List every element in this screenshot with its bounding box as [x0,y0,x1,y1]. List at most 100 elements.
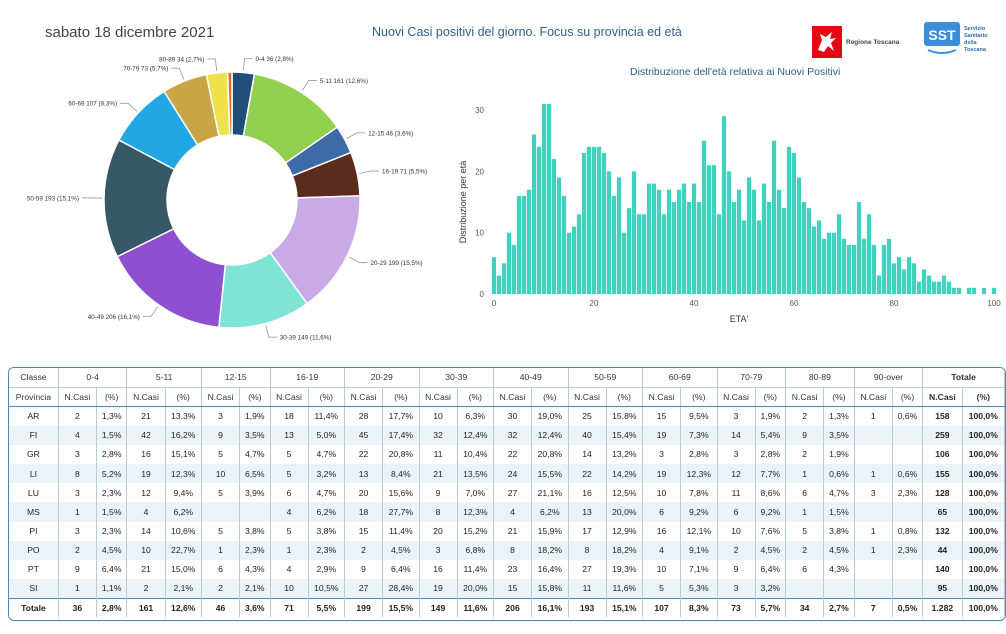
pct-cell: 14,2% [606,463,644,484]
x-tick-label: 0 [492,299,497,308]
table-row: GR 3 2,8% 16 15,1% 5 4,7% 5 4,7% 22 20,8% 11 10,4% 22… [9,444,1005,464]
ncasi-cell: 3 [717,406,756,426]
histogram-bar [656,189,662,294]
pct-cell: 8,4% [382,463,420,484]
total-ncasi-cell: 44 [922,540,963,560]
pct-cell: 6,2% [308,502,346,522]
ncasi-cell: 15 [493,579,533,599]
pct-cell [892,444,924,464]
donut-label-line [359,170,380,174]
ncasi-cell: 2 [785,540,825,560]
pct-cell [892,559,924,580]
histogram-bar [836,214,842,294]
histogram-bar [556,177,562,294]
ncasi-cell: 6 [201,559,241,580]
pct-cell: 6,5% [239,463,271,484]
histogram-bar [846,244,852,294]
ncasi-cell: 107 [642,597,682,618]
pct-cell: 3,8% [308,521,346,541]
province-cell: SI [9,579,59,599]
pct-cell: 6,4% [96,559,128,580]
histogram-bar [806,208,812,294]
histogram-bar [831,232,837,294]
pct-cell [239,502,271,522]
ncasi-cell: 7 [854,597,893,618]
province-cell: LI [9,463,59,484]
pct-header: (%) [239,387,271,407]
ncasi-cell: 3 [717,579,756,599]
ncasi-cell: 5 [270,521,309,541]
pct-cell: 7,1% [680,559,718,580]
histogram-bar [526,189,532,294]
age-class-header: 5-11 [126,368,202,388]
pct-cell: 3,2% [755,579,787,599]
histogram-bar [596,146,602,294]
total-ncasi-cell: 140 [922,559,963,580]
regione-toscana-label: Regione Toscana [846,38,900,46]
pct-cell: 3,6% [239,597,271,618]
histogram-bar [841,238,847,294]
total-ncasi-cell: 155 [922,463,963,484]
pct-cell: 6,2% [531,502,569,522]
pct-cell: 17,4% [382,425,420,445]
total-pct-cell: 100,0% [962,406,1005,426]
total-ncasi-cell: 95 [922,579,963,599]
x-tick-label: 60 [790,299,799,308]
pct-cell: 5,3% [680,579,718,599]
pct-cell: 15,5% [382,597,420,618]
pct-cell: 19,3% [606,559,644,580]
ncasi-cell: 161 [126,597,166,618]
ncasi-cell: 18 [344,502,384,522]
ncasi-cell: 1 [58,579,97,599]
ncasi-header: N.Casi [642,387,682,407]
ncasi-cell: 3 [201,406,241,426]
pct-cell: 11,6% [457,597,495,618]
pct-cell: 15,4% [606,425,644,445]
histogram-bar [791,152,797,294]
age-class-header: 70-79 [717,368,787,388]
ncasi-cell: 14 [126,521,166,541]
histogram-bar [696,202,702,294]
x-axis-label: ETA' [730,314,749,324]
histogram-bar [871,244,877,294]
donut-slice [226,71,233,136]
ncasi-cell [854,502,893,522]
histogram-bar [651,183,657,294]
total-ncasi-cell: 259 [922,425,963,445]
table-row: FI 4 1,5% 42 16,2% 9 3,5% 13 5,0% 45 17,4% 32 12,4% 3… [9,425,1005,445]
ncasi-cell: 2 [126,579,166,599]
total-pct-cell: 100,0% [962,502,1005,522]
ncasi-cell: 9 [58,559,97,580]
histogram-bar [746,177,752,294]
histogram-bar [951,287,957,294]
ncasi-cell: 17 [568,521,607,541]
histogram-bar [546,103,552,294]
ncasi-cell: 5 [642,579,682,599]
total-pct-cell: 100,0% [962,483,1005,503]
pct-cell: 2,8% [96,444,128,464]
pct-cell: 4,7% [308,483,346,503]
pct-cell: 12,3% [457,502,495,522]
pct-header: (%) [457,387,495,407]
pct-cell: 1,3% [96,406,128,426]
pct-cell: 12,4% [457,425,495,445]
ncasi-cell: 22 [493,444,533,464]
histogram-bar [811,226,817,294]
pct-cell: 11,4% [457,559,495,580]
pct-cell: 13,2% [606,444,644,464]
pct-cell: 20,8% [531,444,569,464]
histogram-bar [816,220,822,294]
histogram-bar [606,171,612,294]
histogram-bar [501,263,507,294]
ncasi-header: N.Casi [493,387,533,407]
ncasi-cell: 3 [58,444,97,464]
histogram-bar [966,287,972,294]
ncasi-cell: 12 [126,483,166,503]
histogram-bar [686,202,692,294]
pct-cell: 27,7% [382,502,420,522]
ncasi-cell: 16 [642,521,682,541]
ncasi-cell: 32 [493,425,533,445]
pct-cell: 7,3% [680,425,718,445]
sst-mark-icon: SST [924,22,960,54]
pct-cell: 2,3% [892,540,924,560]
